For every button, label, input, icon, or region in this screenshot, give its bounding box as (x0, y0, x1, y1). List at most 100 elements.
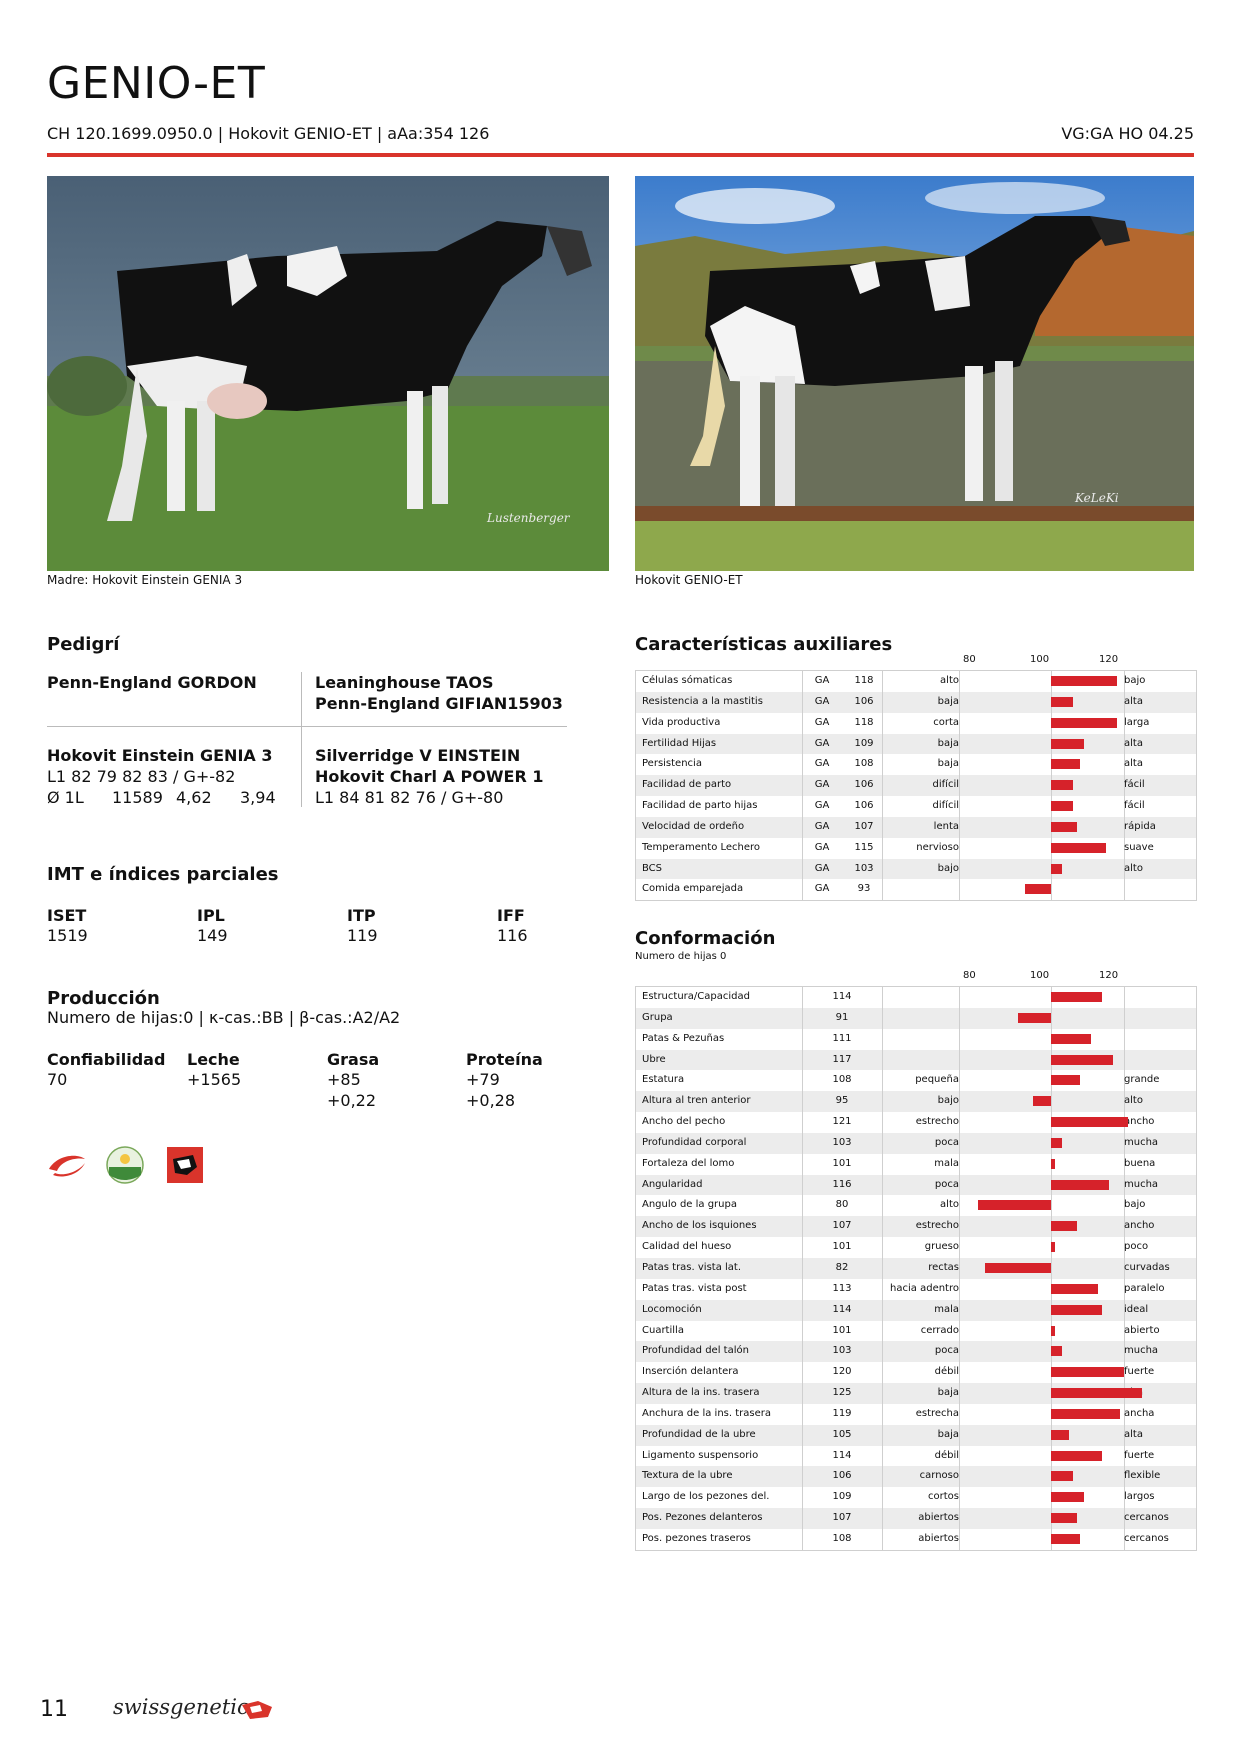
trait-value: 118 (854, 716, 874, 728)
table-row: Locomoción 114 mala ideal (636, 1299, 1196, 1321)
conf-scale-80: 80 (963, 970, 976, 981)
trait-low-label: lenta (933, 820, 959, 832)
column-divider (882, 1383, 883, 1404)
trait-base: GA (814, 758, 830, 770)
column-divider (882, 1028, 883, 1050)
trait-base: GA (814, 883, 830, 895)
production-col-label: Grasa (327, 1050, 380, 1069)
column-divider (882, 1007, 883, 1029)
trait-value: 80 (835, 1199, 849, 1211)
trait-value: 108 (832, 1532, 852, 1544)
trait-bar (1032, 1096, 1051, 1107)
trait-name: Temperamento Lechero (642, 841, 761, 853)
trait-high-label: alto (1124, 862, 1143, 874)
column-divider (882, 775, 883, 797)
table-row: Velocidad de ordeño GA 107 lenta rápida (636, 816, 1196, 838)
column-divider (882, 1237, 883, 1258)
column-divider (959, 1195, 960, 1217)
trait-name: Cuartilla (642, 1324, 684, 1336)
trait-bar (1051, 1075, 1081, 1086)
index-value: 119 (347, 926, 378, 945)
column-divider (882, 1070, 883, 1092)
trait-name: Patas tras. vista post (642, 1282, 747, 1294)
column-divider (959, 1070, 960, 1092)
trait-name: Textura de la ubre (642, 1470, 733, 1482)
trait-name: Comida emparejada (642, 883, 744, 895)
column-divider (959, 754, 960, 776)
right-photo-credit: KeLeKi (1074, 491, 1119, 505)
column-divider (959, 879, 960, 901)
trait-low-label: estrecho (915, 1116, 959, 1128)
trait-high-label: ideal (1124, 1303, 1149, 1315)
trait-bar (1051, 1533, 1081, 1544)
index-label: ITP (347, 906, 376, 925)
trait-name: Profundidad de la ubre (642, 1428, 756, 1440)
animal-id-line: CH 120.1699.0950.0 | Hokovit GENIO-ET | … (47, 124, 490, 143)
column-divider (882, 1049, 883, 1071)
trait-value: 105 (832, 1428, 852, 1440)
trait-low-label: cortos (928, 1491, 959, 1503)
trait-low-label (882, 1050, 959, 1071)
trait-value: 121 (832, 1116, 852, 1128)
trait-name: Estatura (642, 1074, 685, 1086)
trait-bar (1051, 992, 1103, 1002)
column-divider (959, 1278, 960, 1300)
table-row: Células sómaticas GA 118 alto bajo (636, 671, 1196, 692)
production-col-value: 70 (47, 1070, 68, 1089)
trait-name: Estructura/Capacidad (642, 991, 750, 1002)
column-divider (1124, 1049, 1125, 1071)
production-heading: Producción (47, 988, 160, 1009)
trait-name: Angularidad (642, 1178, 703, 1190)
trait-low-label: bajo (937, 1095, 959, 1107)
trait-name: Vida productiva (642, 716, 721, 728)
column-divider (802, 1508, 803, 1529)
table-row: Estructura/Capacidad 114 (636, 987, 1196, 1008)
trait-value: 119 (832, 1407, 852, 1419)
column-divider (802, 1049, 803, 1071)
table-row: Profundidad corporal 103 poca mucha (636, 1132, 1196, 1154)
trait-low-label (882, 1008, 959, 1029)
column-divider (882, 837, 883, 859)
column-divider (882, 879, 883, 901)
column-divider (802, 1341, 803, 1363)
dam-protein: 3,94 (240, 788, 276, 807)
cow-flag-icon (242, 1701, 272, 1719)
trait-low-label: estrecho (915, 1220, 959, 1232)
trait-name: Fertilidad Hijas (642, 737, 717, 749)
trait-high-label: fuerte (1124, 1449, 1155, 1461)
trait-high-label: fuerte (1124, 1366, 1155, 1378)
trait-low-label: mala (934, 1157, 959, 1169)
column-divider (959, 1362, 960, 1384)
column-divider (959, 1424, 960, 1446)
column-divider (1124, 1174, 1125, 1196)
trait-bar (1051, 696, 1073, 707)
column-divider (802, 712, 803, 734)
aux-scale-120: 120 (1099, 654, 1119, 665)
table-row: Persistencia GA 108 baja alta (636, 754, 1196, 776)
trait-low-label: débil (934, 1366, 959, 1378)
column-divider (802, 1028, 803, 1050)
trait-bar (1051, 1367, 1124, 1378)
trait-bar (1018, 1012, 1051, 1023)
table-row: Cuartilla 101 cerrado abierto (636, 1320, 1196, 1342)
column-divider (882, 1216, 883, 1238)
trait-low-label: abiertos (918, 1512, 959, 1524)
column-divider (959, 1007, 960, 1029)
column-divider (959, 816, 960, 838)
trait-high-label: ancha (1124, 1407, 1155, 1419)
trait-low-label: baja (937, 758, 959, 770)
trait-value: 103 (832, 1136, 852, 1148)
column-divider (882, 1299, 883, 1321)
table-row: Temperamento Lechero GA 115 nervioso suave (636, 837, 1196, 859)
table-row: Patas tras. vista lat. 82 rectas curvadas (636, 1257, 1196, 1279)
trait-low-label (882, 1029, 959, 1050)
column-divider (1051, 1257, 1052, 1279)
trait-low-label: difícil (932, 800, 959, 812)
conf-heading: Conformación (635, 928, 776, 949)
trait-base: GA (814, 779, 830, 791)
column-divider (959, 1112, 960, 1133)
table-row: Ancho del pecho 121 estrecho ancho (636, 1112, 1196, 1133)
trait-bar (1051, 759, 1081, 770)
trait-name: Ancho del pecho (642, 1116, 726, 1128)
trait-high-label: alta (1124, 737, 1143, 749)
